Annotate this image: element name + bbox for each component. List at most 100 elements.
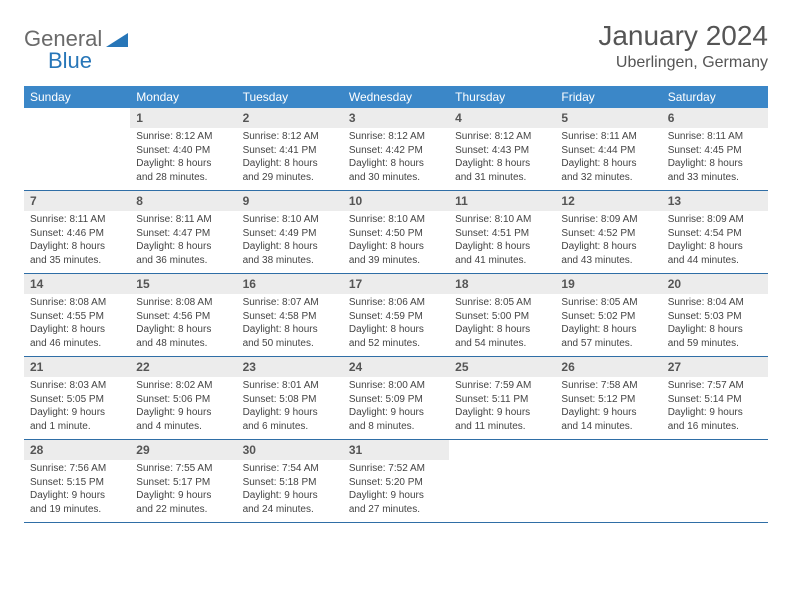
day-cell: 26Sunrise: 7:58 AMSunset: 5:12 PMDayligh… (555, 357, 661, 439)
daylight-text: Daylight: 8 hours and 57 minutes. (561, 323, 655, 350)
daylight-text: Daylight: 9 hours and 6 minutes. (243, 406, 337, 433)
day-cell: 24Sunrise: 8:00 AMSunset: 5:09 PMDayligh… (343, 357, 449, 439)
sunset-text: Sunset: 5:09 PM (349, 393, 443, 407)
daylight-text: Daylight: 8 hours and 54 minutes. (455, 323, 549, 350)
day-body: Sunrise: 8:07 AMSunset: 4:58 PMDaylight:… (237, 294, 343, 354)
daylight-text: Daylight: 8 hours and 46 minutes. (30, 323, 124, 350)
day-number: 21 (24, 357, 130, 377)
sunset-text: Sunset: 4:54 PM (668, 227, 762, 241)
day-number: 6 (662, 108, 768, 128)
day-cell (24, 108, 130, 190)
day-cell: 15Sunrise: 8:08 AMSunset: 4:56 PMDayligh… (130, 274, 236, 356)
sunset-text: Sunset: 4:42 PM (349, 144, 443, 158)
sunset-text: Sunset: 4:59 PM (349, 310, 443, 324)
sunset-text: Sunset: 4:51 PM (455, 227, 549, 241)
day-body: Sunrise: 8:08 AMSunset: 4:55 PMDaylight:… (24, 294, 130, 354)
day-number: 4 (449, 108, 555, 128)
day-body: Sunrise: 8:10 AMSunset: 4:51 PMDaylight:… (449, 211, 555, 271)
weekday-tuesday: Tuesday (237, 86, 343, 108)
week-row: 28Sunrise: 7:56 AMSunset: 5:15 PMDayligh… (24, 440, 768, 523)
day-number: 30 (237, 440, 343, 460)
day-cell: 10Sunrise: 8:10 AMSunset: 4:50 PMDayligh… (343, 191, 449, 273)
daylight-text: Daylight: 8 hours and 36 minutes. (136, 240, 230, 267)
header: General January 2024 Uberlingen, Germany (24, 20, 768, 72)
sunrise-text: Sunrise: 7:56 AM (30, 462, 124, 476)
day-cell: 27Sunrise: 7:57 AMSunset: 5:14 PMDayligh… (662, 357, 768, 439)
sunrise-text: Sunrise: 7:52 AM (349, 462, 443, 476)
day-number: 25 (449, 357, 555, 377)
day-body: Sunrise: 7:55 AMSunset: 5:17 PMDaylight:… (130, 460, 236, 520)
day-body: Sunrise: 8:11 AMSunset: 4:47 PMDaylight:… (130, 211, 236, 271)
weekday-friday: Friday (555, 86, 661, 108)
weeks-container: 1Sunrise: 8:12 AMSunset: 4:40 PMDaylight… (24, 108, 768, 523)
day-cell: 20Sunrise: 8:04 AMSunset: 5:03 PMDayligh… (662, 274, 768, 356)
sunrise-text: Sunrise: 8:08 AM (30, 296, 124, 310)
sunrise-text: Sunrise: 8:12 AM (455, 130, 549, 144)
day-number: 27 (662, 357, 768, 377)
day-number: 29 (130, 440, 236, 460)
sunset-text: Sunset: 5:12 PM (561, 393, 655, 407)
brand-part2: Blue (48, 48, 92, 73)
daylight-text: Daylight: 8 hours and 48 minutes. (136, 323, 230, 350)
day-body: Sunrise: 7:52 AMSunset: 5:20 PMDaylight:… (343, 460, 449, 520)
day-number: 8 (130, 191, 236, 211)
sunset-text: Sunset: 5:08 PM (243, 393, 337, 407)
day-number: 7 (24, 191, 130, 211)
day-cell: 16Sunrise: 8:07 AMSunset: 4:58 PMDayligh… (237, 274, 343, 356)
sunrise-text: Sunrise: 7:59 AM (455, 379, 549, 393)
day-body: Sunrise: 8:05 AMSunset: 5:00 PMDaylight:… (449, 294, 555, 354)
sunrise-text: Sunrise: 8:06 AM (349, 296, 443, 310)
day-number: 17 (343, 274, 449, 294)
day-cell: 4Sunrise: 8:12 AMSunset: 4:43 PMDaylight… (449, 108, 555, 190)
day-number: 31 (343, 440, 449, 460)
brand-triangle-icon (106, 30, 128, 48)
daylight-text: Daylight: 8 hours and 41 minutes. (455, 240, 549, 267)
day-number: 24 (343, 357, 449, 377)
daylight-text: Daylight: 8 hours and 33 minutes. (668, 157, 762, 184)
daylight-text: Daylight: 8 hours and 32 minutes. (561, 157, 655, 184)
sunset-text: Sunset: 4:45 PM (668, 144, 762, 158)
sunset-text: Sunset: 4:49 PM (243, 227, 337, 241)
sunset-text: Sunset: 4:56 PM (136, 310, 230, 324)
sunrise-text: Sunrise: 8:12 AM (349, 130, 443, 144)
day-number: 13 (662, 191, 768, 211)
daylight-text: Daylight: 9 hours and 27 minutes. (349, 489, 443, 516)
sunrise-text: Sunrise: 8:04 AM (668, 296, 762, 310)
day-cell: 31Sunrise: 7:52 AMSunset: 5:20 PMDayligh… (343, 440, 449, 522)
day-number: 3 (343, 108, 449, 128)
sunset-text: Sunset: 5:11 PM (455, 393, 549, 407)
month-title: January 2024 (598, 20, 768, 52)
daylight-text: Daylight: 8 hours and 43 minutes. (561, 240, 655, 267)
sunrise-text: Sunrise: 8:11 AM (30, 213, 124, 227)
sunrise-text: Sunrise: 8:03 AM (30, 379, 124, 393)
day-body: Sunrise: 8:12 AMSunset: 4:41 PMDaylight:… (237, 128, 343, 188)
day-body: Sunrise: 8:11 AMSunset: 4:44 PMDaylight:… (555, 128, 661, 188)
day-body: Sunrise: 8:01 AMSunset: 5:08 PMDaylight:… (237, 377, 343, 437)
weekday-header: Sunday Monday Tuesday Wednesday Thursday… (24, 86, 768, 108)
weekday-wednesday: Wednesday (343, 86, 449, 108)
daylight-text: Daylight: 8 hours and 30 minutes. (349, 157, 443, 184)
day-cell: 22Sunrise: 8:02 AMSunset: 5:06 PMDayligh… (130, 357, 236, 439)
sunset-text: Sunset: 4:52 PM (561, 227, 655, 241)
brand-part2-wrap: Blue (48, 48, 92, 74)
day-body: Sunrise: 8:00 AMSunset: 5:09 PMDaylight:… (343, 377, 449, 437)
daylight-text: Daylight: 9 hours and 8 minutes. (349, 406, 443, 433)
daylight-text: Daylight: 8 hours and 50 minutes. (243, 323, 337, 350)
sunrise-text: Sunrise: 8:01 AM (243, 379, 337, 393)
day-body: Sunrise: 8:10 AMSunset: 4:50 PMDaylight:… (343, 211, 449, 271)
calendar: Sunday Monday Tuesday Wednesday Thursday… (24, 86, 768, 523)
daylight-text: Daylight: 9 hours and 14 minutes. (561, 406, 655, 433)
weekday-monday: Monday (130, 86, 236, 108)
sunset-text: Sunset: 5:18 PM (243, 476, 337, 490)
day-body: Sunrise: 7:54 AMSunset: 5:18 PMDaylight:… (237, 460, 343, 520)
day-cell: 5Sunrise: 8:11 AMSunset: 4:44 PMDaylight… (555, 108, 661, 190)
day-number: 11 (449, 191, 555, 211)
sunset-text: Sunset: 4:41 PM (243, 144, 337, 158)
day-cell: 25Sunrise: 7:59 AMSunset: 5:11 PMDayligh… (449, 357, 555, 439)
sunset-text: Sunset: 5:02 PM (561, 310, 655, 324)
sunrise-text: Sunrise: 8:11 AM (561, 130, 655, 144)
daylight-text: Daylight: 8 hours and 38 minutes. (243, 240, 337, 267)
daylight-text: Daylight: 9 hours and 1 minute. (30, 406, 124, 433)
sunrise-text: Sunrise: 8:10 AM (349, 213, 443, 227)
sunrise-text: Sunrise: 8:08 AM (136, 296, 230, 310)
